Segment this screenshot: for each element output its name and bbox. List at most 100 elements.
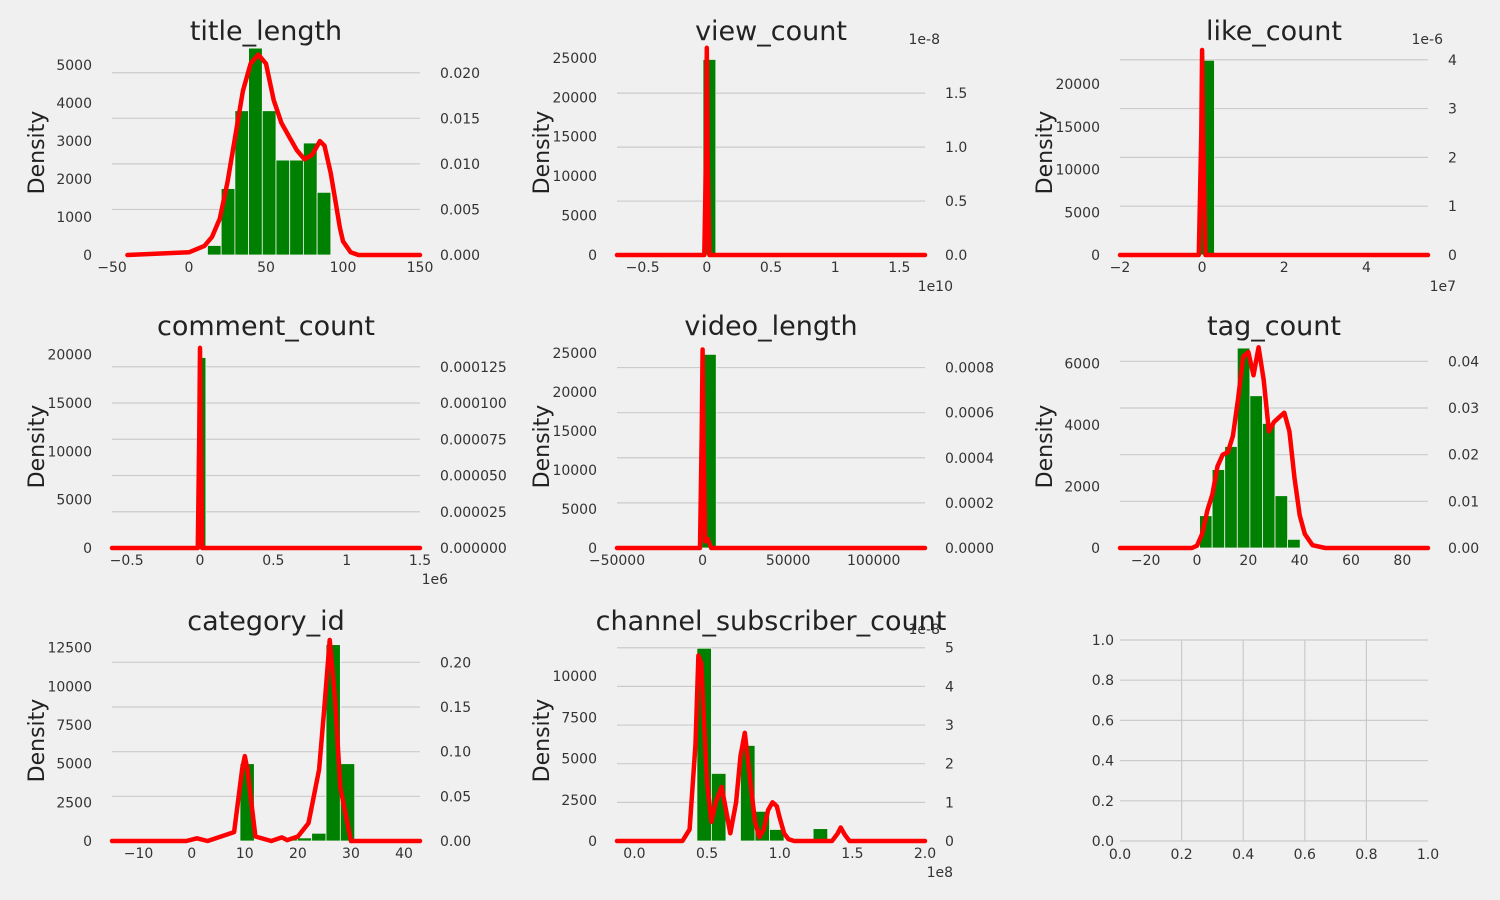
y-axis-label: Density	[25, 405, 50, 489]
subplot-title: title_length	[190, 16, 342, 47]
ytick2-label: 1.5	[945, 86, 967, 102]
ytick2-label: 0.005	[440, 202, 480, 218]
subplot-title: category_id	[187, 606, 344, 637]
ytick2-label: 0.0006	[945, 406, 994, 422]
ytick2-label: 0.05	[440, 789, 471, 805]
histogram-bar	[1262, 423, 1276, 549]
ytick2-label: 4	[945, 679, 954, 695]
ytick-label: 0	[83, 541, 92, 557]
ytick-label: 10000	[552, 169, 597, 185]
ytick-label: 0	[588, 248, 597, 264]
xtick-label: 0	[702, 260, 711, 276]
ytick2-label: 0.015	[440, 111, 480, 127]
histogram-bar	[296, 837, 313, 842]
y2-offset-label: 1e-6	[1412, 32, 1444, 48]
ytick-label: 2500	[56, 795, 92, 811]
xtick-label: 0	[1193, 553, 1202, 569]
xtick-label: −50000	[589, 553, 645, 569]
kde-line	[125, 52, 423, 258]
y2-offset-label: 1e-8	[909, 622, 940, 638]
ytick2-label: 0	[945, 834, 954, 850]
subplot-view_count: 0 5000 10000 15000 20000 25000 0.0 0.5 1.0 1.5 −0.…	[530, 16, 967, 295]
ytick2-label: 3	[1448, 102, 1457, 118]
ytick2-label: 0.0000	[945, 541, 994, 557]
ytick2-label: 0.0004	[945, 451, 994, 467]
kde-line	[109, 345, 423, 551]
kde-line	[614, 45, 928, 258]
ytick2-label: 0.03	[1448, 401, 1479, 417]
ytick2-label: 1	[1448, 199, 1457, 215]
ytick-label: 4000	[1064, 418, 1100, 434]
ytick-label: 25000	[552, 51, 597, 67]
xtick-label: 0	[185, 260, 194, 276]
ytick-label: 10000	[1055, 163, 1100, 179]
ytick-label: 0.0	[1092, 834, 1114, 850]
ytick-label: 10000	[552, 669, 597, 685]
ytick2-label: 5	[945, 641, 954, 657]
ytick2-label: 1.0	[945, 140, 967, 156]
ytick-label: 5000	[561, 752, 597, 768]
ytick-label: 1.0	[1092, 633, 1114, 649]
xtick-label: 1.5	[888, 260, 910, 276]
ytick-label: 20000	[552, 385, 597, 401]
ytick2-label: 0.000075	[440, 432, 507, 448]
ytick2-label: 0.0002	[945, 496, 994, 512]
y-axis-label: Density	[1033, 405, 1058, 489]
ytick-label: 3000	[56, 134, 92, 150]
xtick-label: 1	[342, 553, 351, 569]
y-axis-label: Density	[530, 111, 555, 195]
y-axis-label: Density	[25, 699, 50, 783]
histogram-bar	[1224, 446, 1238, 549]
ytick2-label: 1	[945, 795, 954, 811]
ytick2-label: 0.000125	[440, 360, 507, 376]
xtick-label: −20	[1131, 553, 1161, 569]
subplot-title: comment_count	[157, 311, 375, 342]
subplot-title: tag_count	[1207, 311, 1341, 342]
ytick-label: 0	[1091, 541, 1100, 557]
ytick2-label: 0.20	[440, 655, 471, 671]
xtick-label: −10	[124, 846, 154, 862]
ytick-label: 0.6	[1092, 713, 1114, 729]
histogram-bar	[1249, 395, 1263, 549]
ytick2-label: 2	[945, 757, 954, 773]
xtick-label: 0.0	[1109, 847, 1131, 863]
histogram-bar	[207, 245, 222, 256]
xtick-label: 0.8	[1355, 847, 1377, 863]
xtick-label: −0.5	[110, 553, 144, 569]
ytick2-label: 0.000	[440, 248, 480, 264]
xtick-label: 4	[1362, 260, 1371, 276]
ytick-label: 0	[588, 541, 597, 557]
xtick-label: −50	[97, 260, 127, 276]
ytick-label: 15000	[552, 130, 597, 146]
ytick-label: 2000	[56, 172, 92, 188]
xtick-label: 100	[330, 260, 357, 276]
ytick2-label: 0.02	[1448, 448, 1479, 464]
ytick2-label: 4	[1448, 53, 1457, 69]
kde-line	[109, 637, 423, 844]
ytick2-label: 0.000100	[440, 396, 507, 412]
ytick-label: 7500	[561, 710, 597, 726]
kde-line	[1117, 345, 1431, 551]
subplot-tag_count: 0 2000 4000 6000 0.00 0.01 0.02 0.03 0.04 −20 0 20 4…	[1033, 311, 1479, 569]
ytick-label: 5000	[561, 502, 597, 518]
x-offset-label: 1e6	[422, 572, 449, 588]
ytick2-label: 0.020	[440, 66, 480, 82]
xtick-label: 0	[1198, 260, 1207, 276]
histogram-bar	[248, 47, 263, 256]
xtick-label: 0	[196, 553, 205, 569]
ytick2-label: 0	[1448, 248, 1457, 264]
xtick-label: 0.4	[1232, 847, 1254, 863]
ytick2-label: 0.5	[945, 194, 967, 210]
ytick-label: 10000	[552, 463, 597, 479]
ytick2-label: 0.00	[1448, 541, 1479, 557]
xtick-label: 150	[407, 260, 434, 276]
ytick2-label: 0.0008	[945, 361, 994, 377]
xtick-label: 1.5	[409, 553, 431, 569]
xtick-label: 0.2	[1170, 847, 1192, 863]
subplot-like_count: 0 5000 10000 15000 20000 0 1 2 3 4 −2 0 2 4 1e7 1e-6 lik…	[1033, 16, 1457, 295]
ytick-label: 1000	[56, 210, 92, 226]
ytick2-label: 0.000000	[440, 541, 507, 557]
ytick2-label: 0.01	[1448, 494, 1479, 510]
ytick-label: 0.8	[1092, 673, 1114, 689]
histogram-bar	[1287, 538, 1301, 549]
